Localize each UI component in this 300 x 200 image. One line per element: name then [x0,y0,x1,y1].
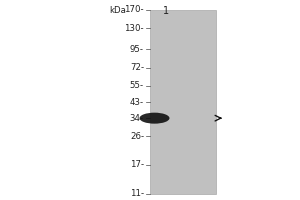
Text: 55-: 55- [130,81,144,90]
Text: 72-: 72- [130,63,144,72]
Text: 26-: 26- [130,132,144,141]
Text: 34-: 34- [130,114,144,123]
Text: 11-: 11- [130,190,144,198]
Text: kDa: kDa [109,6,126,15]
Text: 130-: 130- [124,24,144,33]
Text: 1: 1 [164,6,169,16]
Bar [150,10,216,194]
Text: 95-: 95- [130,45,144,54]
Text: 170-: 170- [124,5,144,15]
Text: 17-: 17- [130,160,144,169]
Ellipse shape [140,113,169,124]
Text: 43-: 43- [130,98,144,107]
